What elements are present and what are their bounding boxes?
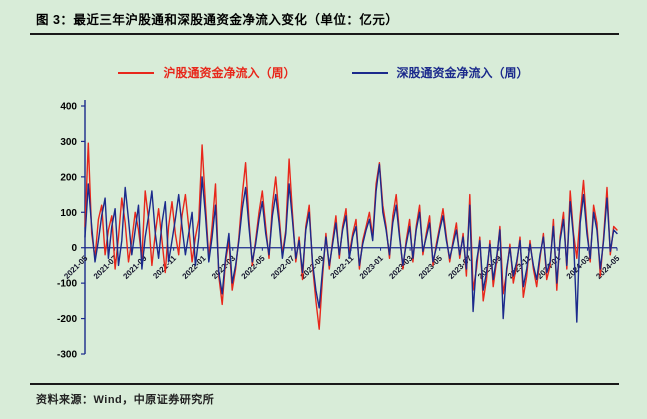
legend-line-red <box>118 71 155 74</box>
y-tick-label: 400 <box>60 102 77 113</box>
figure-title: 图 3：最近三年沪股通和深股通资金净流入变化（单位：亿元） <box>36 13 399 27</box>
legend-item-hugutong: 沪股通资金净流入（周） <box>118 64 296 81</box>
y-tick-label: -200 <box>57 314 77 325</box>
legend-item-shengutong: 深股通资金净流入（周） <box>351 64 529 81</box>
y-tick-label: 200 <box>60 172 77 183</box>
y-tick-label: -100 <box>57 279 77 290</box>
chart-legend: 沪股通资金净流入（周） 深股通资金净流入（周） <box>0 64 647 81</box>
title-divider <box>30 33 619 35</box>
x-tick-label: 2022-11 <box>329 253 356 280</box>
x-tick-label: 2021-09 <box>121 253 149 281</box>
series-line-0 <box>84 142 618 330</box>
footer-divider <box>30 383 619 385</box>
legend-line-blue <box>351 71 388 74</box>
y-tick-label: -300 <box>57 350 77 361</box>
y-tick-label: 300 <box>60 137 77 148</box>
source-note: 资料来源：Wind，中原证券研究所 <box>36 394 215 406</box>
series-line-1 <box>84 163 618 323</box>
x-tick-label: 2023-01 <box>358 253 386 281</box>
legend-label-hugutong: 沪股通资金净流入（周） <box>163 66 296 80</box>
y-tick-label: 100 <box>60 208 77 219</box>
legend-label-shengutong: 深股通资金净流入（周） <box>396 66 529 80</box>
x-tick-label: 2023-05 <box>417 253 445 281</box>
y-tick-label: 0 <box>71 243 77 254</box>
